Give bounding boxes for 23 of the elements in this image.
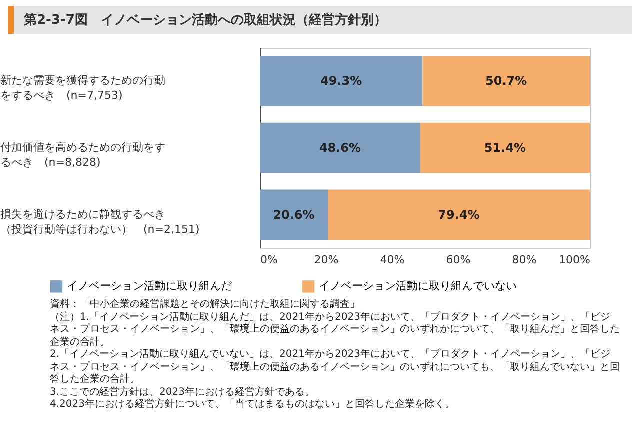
data-label: 49.3% [320,74,362,88]
data-label: 51.4% [484,141,526,155]
data-label: 79.4% [438,208,480,222]
legend-label: イノベーション活動に取り組んだ [67,280,232,293]
chart-title: 第2-3-7図 イノベーション活動への取組状況（経営方針別） [8,6,632,34]
text: 資料：「中小企業の経営課題とその解決に向けた取組に関する調査」 [50,299,361,312]
legend-label: イノベーション活動に取り組んでいない [319,280,517,293]
x-tick-label: 80% [512,254,537,266]
x-tick-label: 100% [559,254,590,266]
x-tick-label: 60% [446,254,471,266]
data-label: 48.6% [319,141,362,155]
x-tick-label: 0% [260,254,278,266]
data-label: 20.6% [273,208,315,222]
text: 3.ここでの経営方針は、2023年における経営方針である。 [50,386,316,398]
text: 4.2023年における経営方針について、「当てはまるものはない」と回答した企業を除く。 [50,399,456,412]
text: 2.「イノベーション活動に取り組んでいない」は、2021年から2023年において、「プロダクト・イノベーション」、「ビジネス・プロセス・イノベーション」、「環境上の便益のあるイノベーション」のいずれについても、「取り組んでいない」と回答した企業の合計。 [50,349,620,386]
y-tick-label: 付加価値を高めるための行動をするべき (n=8,828) [0,141,166,169]
y-tick-label: 新たな需要を獲得するための行動をするべき (n=7,753) [0,74,166,102]
data-label: 50.7% [486,74,528,88]
x-tick-label: 20% [314,254,339,266]
y-tick-label: 損失を避けるために静観するべき（投資行動等は行わない） (n=2,151) [0,208,200,236]
x-tick-label: 40% [380,254,405,266]
text: （注）1.「イノベーション活動に取り組んだ」は、2021年から2023年において、「プロダクト・イノベーション」、「ビジネス・プロセス・イノベーション」、「環境上の便益のあるイノベーション」のいずれかについて、「取り組んだ」と回答した企業の合計。 [50,312,620,348]
